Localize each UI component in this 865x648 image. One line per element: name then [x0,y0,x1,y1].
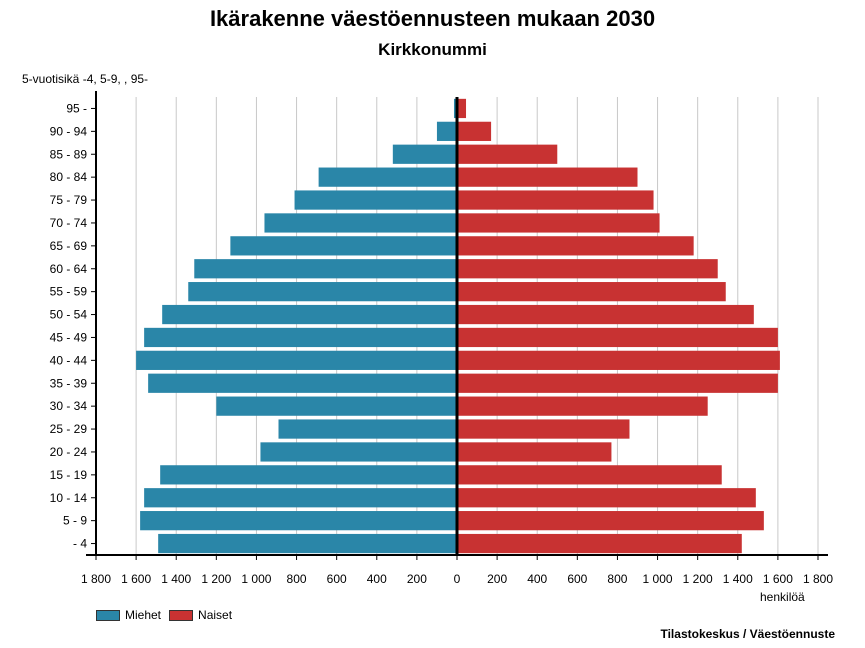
x-tick-label: 200 [487,572,507,586]
bar-women [457,465,722,485]
bar-women [457,259,718,279]
bar-men [188,282,457,302]
y-tick-label: 5 - 9 [63,514,87,528]
y-tick-label: 15 - 19 [50,468,88,482]
y-tick-label: 35 - 39 [50,376,88,390]
bar-women [457,282,726,302]
bar-women [457,304,754,325]
y-tick-label: 10 - 14 [50,491,88,505]
x-tick-label: 800 [607,572,627,586]
bar-women [457,121,492,141]
bar-women [457,488,756,508]
y-tick-label: - 4 [73,537,87,551]
bar-men [260,442,457,462]
y-tick-label: 65 - 69 [50,239,88,253]
x-tick-label: 1 000 [241,572,271,586]
x-axis-label: henkilöä [760,590,805,604]
bar-women [457,236,694,256]
bar-men [136,350,457,370]
x-tick-label: 1 400 [161,572,191,586]
x-tick-label: 1 200 [201,572,231,586]
y-tick-label: 55 - 59 [50,285,88,299]
bar-women [457,396,708,416]
bar-women [457,419,630,439]
bar-women [457,442,612,462]
bar-men [294,190,457,210]
bar-women [457,373,778,393]
bar-men [158,533,457,554]
y-axis-label: 5-vuotisikä -4, 5-9, , 95- [22,72,149,86]
y-tick-label: 20 - 24 [50,445,88,459]
legend-item-women: Naiset [169,608,232,622]
bar-men [436,121,457,141]
y-tick-label: 25 - 29 [50,422,88,436]
bar-men [216,396,457,416]
bar-men [230,236,457,256]
bar-women [457,190,654,210]
y-tick-label: 40 - 44 [50,353,88,367]
y-tick-label: 70 - 74 [50,216,88,230]
x-tick-label: 800 [287,572,307,586]
legend-swatch-women [169,609,194,621]
source-note: Tilastokeskus / Väestöennuste [660,627,835,641]
bar-women [457,511,764,531]
bar-men [148,373,457,393]
y-tick-label: 90 - 94 [50,124,88,138]
legend: Miehet Naiset [96,608,240,622]
bar-men [278,419,457,439]
x-tick-label: 600 [327,572,347,586]
bar-women [457,213,660,233]
legend-label-women: Naiset [198,608,233,622]
x-tick-label: 1 200 [683,572,713,586]
y-tick-label: 85 - 89 [50,147,88,161]
x-tick-label: 0 [454,572,461,586]
y-tick-label: 50 - 54 [50,308,88,322]
bar-women [457,98,467,119]
bar-men [392,144,457,164]
bar-women [457,533,742,554]
chart-title: Ikärakenne väestöennusteen mukaan 2030 [209,6,656,31]
bar-men [194,259,457,279]
bar-men [453,98,457,119]
bar-men [144,327,457,348]
x-tick-label: 600 [567,572,587,586]
x-tick-label: 1 000 [643,572,673,586]
bar-women [457,350,780,370]
bar-women [457,327,778,348]
x-tick-label: 1 400 [723,572,753,586]
bar-men [162,304,457,325]
bar-men [140,511,457,531]
x-tick-label: 400 [367,572,387,586]
legend-swatch-men [96,609,120,621]
y-tick-label: 60 - 64 [50,262,88,276]
y-tick-label: 45 - 49 [50,330,88,344]
x-tick-label: 200 [407,572,427,586]
chart-subtitle: Kirkkonummi [378,40,487,59]
x-tick-label: 1 600 [763,572,793,586]
x-tick-label: 1 800 [81,572,111,586]
x-tick-label: 1 600 [121,572,151,586]
legend-label-men: Miehet [125,608,162,622]
population-pyramid-chart: 1 800 1 600 1 400 1 200 1 000 800 600 400 200 0 20… [50,91,833,586]
bar-women [457,144,558,164]
bar-men [318,167,457,187]
bar-men [264,213,457,233]
y-tick-label: 95 - [66,101,87,115]
x-tick-label: 1 800 [803,572,833,586]
y-tick-label: 75 - 79 [50,193,88,207]
legend-item-men: Miehet [96,608,161,622]
x-tick-label: 400 [527,572,547,586]
y-tick-label: 30 - 34 [50,399,88,413]
y-tick-label: 80 - 84 [50,170,88,184]
bar-women [457,167,638,187]
bar-men [144,488,457,508]
bar-men [160,465,457,485]
